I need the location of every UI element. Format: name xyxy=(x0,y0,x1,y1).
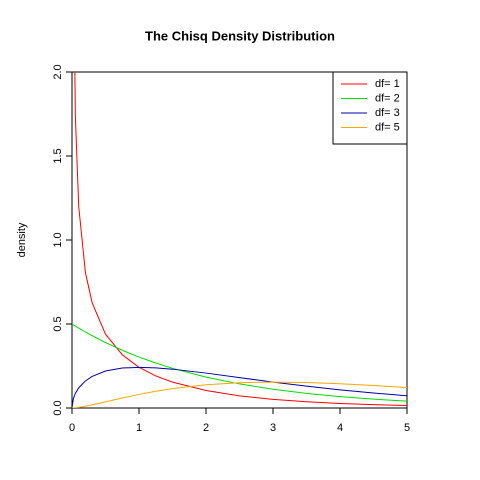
x-tick-label: 5 xyxy=(404,422,410,434)
y-tick-label: 2.0 xyxy=(52,64,64,79)
legend-label: df= 1 xyxy=(375,78,400,90)
x-tick-label: 0 xyxy=(69,422,75,434)
x-tick-label: 4 xyxy=(337,422,343,434)
legend-label: df= 3 xyxy=(375,107,400,119)
y-tick-label: 1.0 xyxy=(52,232,64,247)
chart-title: The Chisq Density Distribution xyxy=(145,28,335,43)
series-line xyxy=(72,323,407,402)
series-line xyxy=(72,381,407,408)
x-tick-label: 2 xyxy=(203,422,209,434)
plot-area xyxy=(72,72,407,408)
y-tick-label: 0.0 xyxy=(52,400,64,415)
y-axis-label: density xyxy=(16,222,28,257)
x-tick-label: 3 xyxy=(270,422,276,434)
legend-label: df= 5 xyxy=(375,121,400,133)
x-tick-label: 1 xyxy=(136,422,142,434)
legend-label: df= 2 xyxy=(375,92,400,104)
y-tick-label: 0.5 xyxy=(52,316,64,331)
y-tick-label: 1.5 xyxy=(52,148,64,163)
series-line xyxy=(72,366,407,408)
series-line xyxy=(74,72,407,407)
